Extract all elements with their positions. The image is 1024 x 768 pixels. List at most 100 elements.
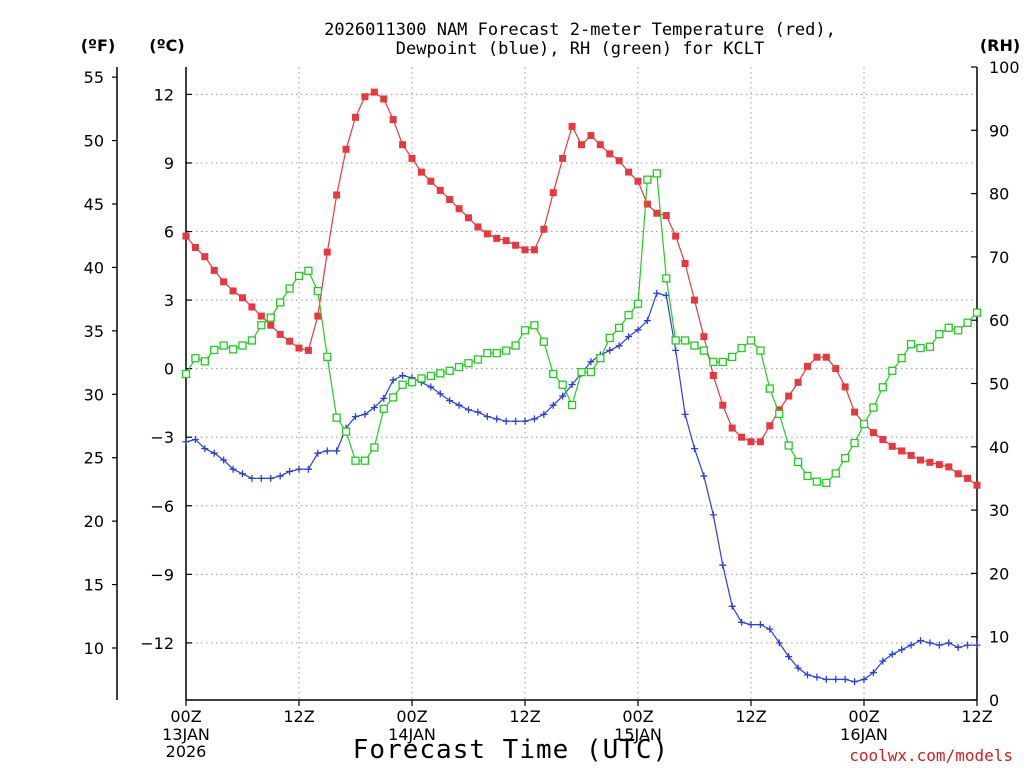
rh-point <box>398 380 407 389</box>
rh-tick-label: 30 <box>989 501 1009 520</box>
temperature-point <box>286 337 294 345</box>
temperature-point <box>436 186 444 194</box>
temperature-point <box>700 333 708 341</box>
rh-point <box>436 369 445 378</box>
x-tick-label: 00Z <box>848 707 879 726</box>
rh-point <box>473 355 483 364</box>
temperature-point <box>512 241 520 249</box>
temperature-point <box>691 296 698 304</box>
x-date-label: 16JAN <box>840 725 888 744</box>
dewpoint-point <box>719 561 727 569</box>
fahrenheit-tick-label: 40 <box>84 258 104 277</box>
temperature-point <box>474 223 482 231</box>
dewpoint-point <box>559 392 567 400</box>
temperature-point <box>257 312 265 320</box>
temperature-point <box>869 429 877 437</box>
rh-point <box>878 383 887 392</box>
data-series <box>181 88 982 686</box>
temperature-point <box>267 321 275 329</box>
dewpoint-series-line <box>185 292 977 683</box>
rh-point <box>445 366 454 375</box>
rh-point <box>530 321 539 330</box>
gridlines <box>186 67 977 700</box>
dewpoint-point <box>747 621 755 629</box>
fahrenheit-tick-label: 35 <box>84 322 104 341</box>
temperature-point <box>756 438 764 446</box>
rh-series-line <box>185 172 978 484</box>
temperature-point <box>502 237 510 245</box>
rh-point <box>916 343 925 353</box>
dewpoint-point <box>380 394 388 402</box>
rh-point <box>228 345 238 354</box>
fahrenheit-tick-label: 10 <box>84 639 104 658</box>
dewpoint-point <box>370 403 378 411</box>
rh-point <box>633 299 643 308</box>
dewpoint-point <box>709 511 717 519</box>
dewpoint-point <box>568 381 576 389</box>
temperature-point <box>794 378 802 386</box>
rh-point <box>954 326 963 335</box>
celsius-tick-label: 3 <box>164 291 174 310</box>
rh-point <box>238 341 247 350</box>
rh-point <box>784 441 793 450</box>
x-tick-label: 12Z <box>961 707 992 726</box>
rh-point <box>897 354 906 363</box>
x-date-label: 15JAN <box>614 725 662 744</box>
temperature-point <box>248 303 256 311</box>
dewpoint-point <box>314 449 322 457</box>
x-tick-label: 00Z <box>396 707 427 726</box>
temperature-point <box>653 209 661 217</box>
rh-point <box>746 336 756 345</box>
temperature-series-line <box>185 91 978 486</box>
temperature-point <box>201 253 209 261</box>
temperature-point <box>380 95 388 103</box>
dewpoint-point <box>728 602 736 610</box>
temperature-point <box>568 122 576 130</box>
temperature-point <box>785 392 793 400</box>
rh-point <box>417 374 426 383</box>
x-tick-label: 12Z <box>735 707 766 726</box>
rh-point <box>841 454 850 463</box>
temperature-point <box>465 214 472 222</box>
temperature-point <box>191 244 199 252</box>
dewpoint-point <box>512 417 520 425</box>
temperature-point <box>917 456 924 464</box>
dewpoint-point <box>436 390 444 398</box>
rh-point <box>511 341 520 350</box>
temperature-point <box>964 474 972 482</box>
rh-tick-label: 40 <box>989 438 1009 457</box>
fahrenheit-tick-label: 55 <box>84 68 104 87</box>
dewpoint-point <box>625 333 633 341</box>
rh-point <box>389 393 398 402</box>
temperature-point <box>427 177 435 185</box>
rh-unit-label: (RH) <box>980 36 1020 55</box>
source-credit: coolwx.com/models <box>849 746 1013 765</box>
rh-point <box>586 367 596 377</box>
dewpoint-point <box>399 372 407 380</box>
temperature-point <box>596 141 604 149</box>
dewpoint-point <box>606 346 614 354</box>
x-tick-label: 12Z <box>283 707 314 726</box>
rh-point <box>502 346 511 355</box>
temperature-point <box>634 177 642 185</box>
temperature-point <box>945 463 953 471</box>
temperature-point <box>747 438 755 446</box>
dewpoint-point <box>615 342 623 350</box>
rh-point <box>709 357 718 367</box>
dewpoint-point <box>917 637 924 645</box>
rh-tick-label: 60 <box>989 311 1009 330</box>
temperature-point <box>521 246 529 254</box>
rh-point <box>935 329 944 339</box>
dewpoint-point <box>304 465 312 473</box>
dewpoint-point <box>267 474 275 482</box>
celsius-tick-label: −6 <box>150 497 174 516</box>
dewpoint-point <box>361 410 369 418</box>
temperature-point <box>898 447 906 455</box>
x-date-label: 13JAN <box>162 725 210 744</box>
dewpoint-point <box>333 447 341 455</box>
dewpoint-point <box>182 438 190 446</box>
rh-point <box>577 367 586 377</box>
dewpoint-point <box>822 675 830 683</box>
rh-tick-label: 90 <box>989 121 1009 140</box>
